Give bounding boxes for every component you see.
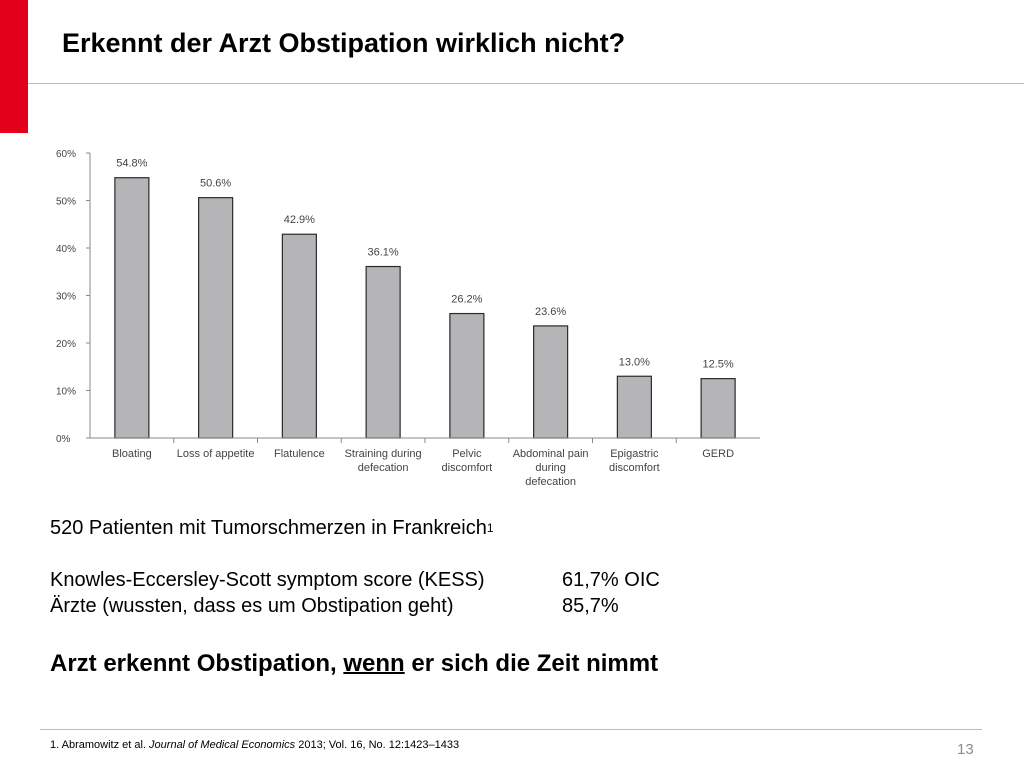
- citation-authors: 1. Abramowitz et al.: [50, 739, 150, 751]
- value-label-6: 13.0%: [619, 356, 650, 368]
- value-label-2: 42.9%: [284, 214, 315, 226]
- slide-number: 13: [957, 741, 974, 758]
- category-label-1: Loss of appetite: [177, 448, 255, 460]
- category-label-7: GERD: [702, 448, 734, 460]
- category-label-5: Abdominal pain during defecation: [513, 448, 589, 488]
- bar-0: [114, 177, 150, 439]
- title-divider: [28, 83, 1024, 84]
- red-accent-bar: [0, 0, 28, 133]
- category-label-0: Bloating: [112, 448, 152, 460]
- category-label-2: Flatulence: [274, 448, 325, 460]
- doctors-row: Ärzte (wussten, dass es um Obstipation g…: [50, 593, 660, 619]
- conclusion-statement: Arzt erkennt Obstipation, wenn er sich d…: [50, 650, 658, 678]
- citation-details: 2013; Vol. 16, No. 12:1423–1433: [295, 739, 460, 751]
- doctors-value: 85,7%: [562, 595, 619, 617]
- value-label-0: 54.8%: [116, 158, 147, 170]
- conclusion-underlined: wenn: [343, 650, 405, 677]
- citation-footnote: 1. Abramowitz et al. Journal of Medical …: [50, 739, 459, 751]
- kess-value: 61,7% OIC: [562, 569, 660, 591]
- value-label-1: 50.6%: [200, 178, 231, 190]
- kess-label: Knowles-Eccersley-Scott symptom score (K…: [50, 569, 485, 591]
- y-tick-label: 10%: [56, 387, 76, 398]
- study-info: 520 Patienten mit Tumorschmerzen in Fran…: [50, 515, 660, 619]
- footnote-ref: 1: [486, 521, 494, 535]
- patients-text: 520 Patienten mit Tumorschmerzen in Fran…: [50, 517, 487, 539]
- category-label-6: Epigastric discomfort: [609, 448, 660, 474]
- bar-2: [281, 233, 317, 439]
- bar-1: [198, 197, 234, 439]
- bar-6: [616, 375, 652, 439]
- y-tick-label: 30%: [56, 292, 76, 303]
- y-tick-label: 50%: [56, 197, 76, 208]
- conclusion-pre: Arzt erkennt Obstipation,: [50, 650, 344, 677]
- value-label-7: 12.5%: [703, 359, 734, 371]
- y-tick-label: 20%: [56, 339, 76, 350]
- value-label-4: 26.2%: [451, 294, 482, 306]
- bar-3: [365, 265, 401, 439]
- category-label-3: Straining during defecation: [345, 448, 422, 474]
- bar-7: [700, 378, 736, 439]
- kess-row: Knowles-Eccersley-Scott symptom score (K…: [50, 567, 660, 593]
- bar-4: [449, 312, 485, 439]
- doctors-label: Ärzte (wussten, dass es um Obstipation g…: [50, 595, 454, 617]
- category-label-4: Pelvic discomfort: [442, 448, 493, 474]
- value-label-5: 23.6%: [535, 306, 566, 318]
- y-tick-label: 60%: [56, 149, 76, 160]
- citation-journal: Journal of Medical Economics: [149, 739, 296, 751]
- conclusion-post: er sich die Zeit nimmt: [404, 650, 659, 677]
- footer-divider: [40, 729, 982, 730]
- y-tick-label: 0%: [56, 434, 71, 445]
- symptom-bar-chart: 0% 10% 20% 30% 40% 50% 60% 54.8% 50.6% 42.9% 36.1…: [56, 149, 760, 488]
- slide-title: Erkennt der Arzt Obstipation wirklich ni…: [62, 28, 626, 58]
- bar-5: [533, 325, 569, 439]
- y-tick-label: 40%: [56, 244, 76, 255]
- value-label-3: 36.1%: [368, 247, 399, 259]
- patients-line: 520 Patienten mit Tumorschmerzen in Fran…: [50, 515, 660, 541]
